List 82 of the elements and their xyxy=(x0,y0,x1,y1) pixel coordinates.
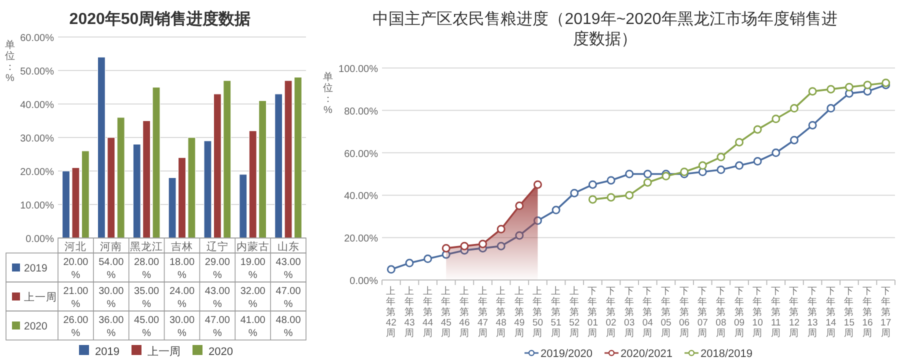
data-label: 45.00% xyxy=(134,315,160,339)
data-label: 35.00% xyxy=(134,286,160,310)
legend-label: 2019 xyxy=(24,262,48,274)
x-tick-label: 下年第04周 xyxy=(642,286,653,339)
data-label: 47.00% xyxy=(204,315,230,339)
data-label: 43.00% xyxy=(204,286,230,310)
x-tick-label: 河北 xyxy=(64,240,87,253)
text: 上一周 xyxy=(148,346,180,358)
y-tick-label: 30.00% xyxy=(20,134,54,144)
data-label: 54.00% xyxy=(98,257,124,281)
legend-label: 2020/2021 xyxy=(620,348,672,360)
chart-title: 2020年50周销售进度数据 xyxy=(69,9,251,28)
data-label: 43.00% xyxy=(276,257,302,281)
chart-title: 中国主产区农民售粮进度（2019年~2020年黑龙江市场年度销售进度数据） xyxy=(372,10,838,48)
data-label: 32.00% xyxy=(240,286,266,310)
y-tick-label: 80.00% xyxy=(344,106,378,118)
x-tick-label: 辽宁 xyxy=(206,240,228,253)
x-tick-label: 下年第16周 xyxy=(862,286,873,339)
x-tick-label: 上年第45周 xyxy=(440,285,452,339)
x-tick-label: 下年第12周 xyxy=(788,286,800,339)
legend-label: 上一周 xyxy=(24,290,57,304)
data-label: 41.00% xyxy=(240,315,266,339)
x-tick-label: 上年第42周 xyxy=(386,285,396,339)
x-tick-label: 下年第05周 xyxy=(660,286,672,339)
x-tick-label: 吉林 xyxy=(171,240,193,253)
text: 2019 xyxy=(95,346,120,358)
x-tick-label: 下年第10周 xyxy=(752,286,763,339)
y-tick-label: 60.00% xyxy=(344,148,378,160)
x-tick-label: 黑龙江 xyxy=(130,240,164,253)
y-tick-label: 100.00% xyxy=(338,64,378,75)
y-tick-label: 0.00% xyxy=(350,276,378,287)
x-tick-label: 上年第51周 xyxy=(550,285,562,339)
y-tick-label: 50.00% xyxy=(20,66,54,78)
data-label: 26.00% xyxy=(63,315,89,339)
x-tick-label: 下年第11周 xyxy=(770,286,781,339)
x-tick-label: 下年第07周 xyxy=(697,286,708,339)
data-label: 21.00% xyxy=(63,286,89,310)
x-tick-label: 上年第47周 xyxy=(477,285,488,339)
x-tick-label: 下年第15周 xyxy=(844,286,854,339)
x-tick-label: 内蒙古 xyxy=(236,240,270,253)
y-tick-label: 20.00% xyxy=(20,167,54,178)
data-label: 47.00% xyxy=(276,286,302,310)
x-tick-label: 下年第14周 xyxy=(826,286,836,339)
y-tick-label: 10.00% xyxy=(20,200,54,212)
legend-label: 2018/2019 xyxy=(700,348,752,360)
y-tick-label: 20.00% xyxy=(344,234,378,245)
data-label: 18.00% xyxy=(169,257,195,281)
y-axis-title: 单位：% xyxy=(323,71,333,116)
x-tick-label: 山东 xyxy=(277,240,300,253)
x-tick-label: 上年第43周 xyxy=(404,285,415,339)
data-label: 19.00% xyxy=(240,257,266,281)
x-tick-label: 下年第17周 xyxy=(880,286,892,339)
data-label: 20.00% xyxy=(63,257,89,281)
x-tick-label: 下年第02周 xyxy=(606,286,616,339)
text: 2020 xyxy=(208,346,233,358)
y-tick-label: 60.00% xyxy=(20,33,54,44)
x-tick-label: 下年第01周 xyxy=(587,286,598,339)
x-tick-label: 上年第49周 xyxy=(514,285,525,339)
x-tick-label: 下年第03周 xyxy=(624,286,635,339)
y-tick-label: 40.00% xyxy=(344,191,378,202)
data-label: 36.00% xyxy=(98,315,124,339)
data-label: 30.00% xyxy=(169,315,195,339)
y-tick-label: 0.00% xyxy=(26,234,54,245)
data-label: 24.00% xyxy=(169,286,195,310)
x-tick-label: 上年第46周 xyxy=(459,285,470,339)
x-tick-label: 上年第52周 xyxy=(569,285,580,339)
x-tick-label: 下年第08周 xyxy=(716,286,726,339)
x-tick-label: 下年第06周 xyxy=(679,286,690,339)
x-tick-label: 上年第50周 xyxy=(532,285,544,339)
x-tick-label: 下年第13周 xyxy=(807,286,818,339)
data-label: 28.00% xyxy=(134,257,160,281)
data-label: 29.00% xyxy=(204,257,230,281)
x-tick-label: 上年第44周 xyxy=(422,285,434,339)
data-label: 30.00% xyxy=(98,286,124,310)
x-tick-label: 河南 xyxy=(100,240,122,253)
x-tick-label: 下年第09周 xyxy=(734,286,745,339)
legend-label: 2019/2020 xyxy=(540,348,592,360)
y-axis-title: 单位：% xyxy=(5,39,15,84)
data-label: 48.00% xyxy=(276,315,302,339)
x-tick-label: 上年第48周 xyxy=(496,285,506,339)
y-tick-label: 40.00% xyxy=(20,100,54,111)
legend-label: 2020 xyxy=(24,320,48,332)
